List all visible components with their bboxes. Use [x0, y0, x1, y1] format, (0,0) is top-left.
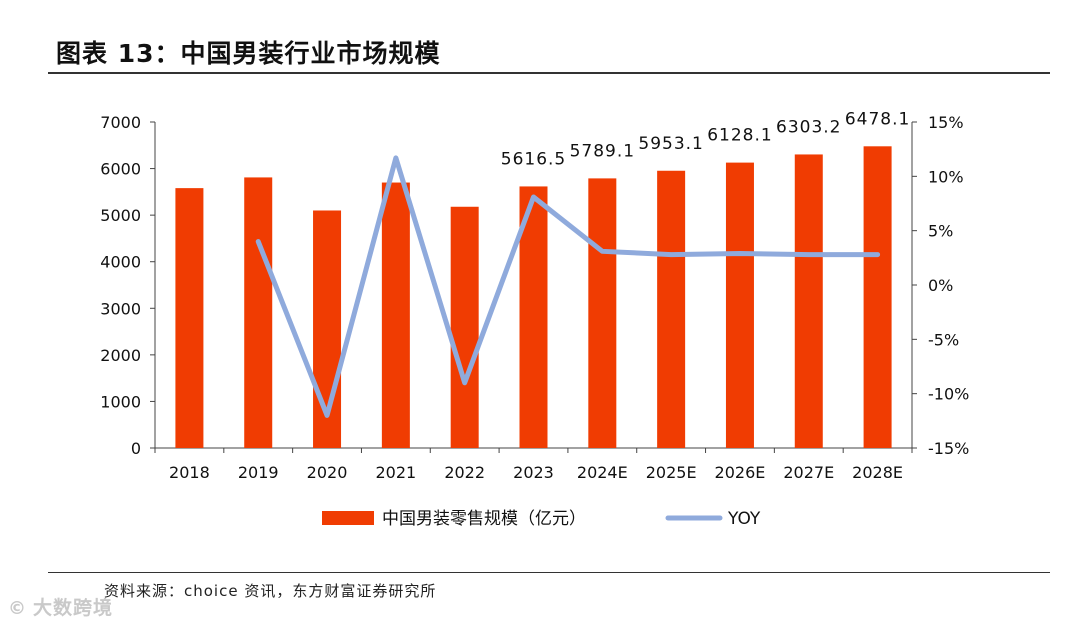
- x-tick-label: 2027E: [783, 463, 834, 482]
- bar-data-label: 5616.5: [501, 149, 566, 169]
- y-right-tick-label: -15%: [928, 439, 969, 458]
- bar-data-label: 5789.1: [570, 141, 635, 161]
- y-left-tick-label: 0: [131, 439, 141, 458]
- legend-label-line: YOY: [727, 509, 761, 529]
- bar-data-label: 6478.1: [845, 109, 910, 129]
- x-tick-label: 2026E: [715, 463, 766, 482]
- chart-title: 图表 13：中国男装行业市场规模: [56, 39, 441, 68]
- bar: [244, 177, 273, 449]
- bar: [863, 146, 892, 448]
- bar-data-label: 5953.1: [638, 134, 703, 154]
- y-left-tick-label: 5000: [100, 206, 141, 225]
- y-left-tick-label: 7000: [100, 113, 141, 132]
- x-tick-label: 2021: [376, 463, 417, 482]
- y-left-tick-label: 2000: [100, 346, 141, 365]
- x-tick-label: 2020: [307, 463, 348, 482]
- bar: [519, 186, 548, 448]
- y-left-tick-label: 4000: [100, 253, 141, 272]
- bar-data-label: 6303.2: [776, 117, 841, 137]
- copyright-circle-icon: ©: [8, 598, 27, 619]
- y-right-tick-label: 0%: [928, 276, 953, 295]
- y-left-tick-label: 1000: [100, 392, 141, 411]
- bar: [725, 162, 754, 448]
- y-right-tick-label: 15%: [928, 113, 964, 132]
- y-right-tick-label: -5%: [928, 330, 959, 349]
- x-tick-label: 2024E: [577, 463, 628, 482]
- x-tick-label: 2018: [169, 463, 210, 482]
- yoy-line: [255, 155, 881, 418]
- bar: [381, 182, 410, 449]
- x-tick-label: 2023: [513, 463, 554, 482]
- y-right-tick-label: 5%: [928, 222, 953, 241]
- bar: [450, 206, 479, 448]
- source-divider: [48, 572, 1050, 574]
- source-note: 资料来源：choice 资讯，东方财富证券研究所: [104, 582, 437, 600]
- x-tick-label: 2022: [444, 463, 485, 482]
- legend-label-bar: 中国男装零售规模（亿元）: [382, 509, 586, 529]
- bar: [588, 178, 617, 448]
- bar: [794, 154, 823, 448]
- x-tick-label: 2028E: [852, 463, 903, 482]
- legend-swatch-bar: [322, 511, 374, 525]
- x-tick-label: 2019: [238, 463, 279, 482]
- bar-data-label: 6128.1: [707, 126, 772, 146]
- bar: [175, 188, 204, 449]
- y-left-tick-label: 6000: [100, 160, 141, 179]
- x-tick-label: 2025E: [646, 463, 697, 482]
- chart-canvas: 0 1000 2000 3000 4000 5000 6000 7000 -15% -10% -5%…: [100, 109, 969, 529]
- y-right-tick-label: -10%: [928, 385, 969, 404]
- title-divider: [48, 72, 1050, 74]
- y-left-tick-label: 3000: [100, 299, 141, 318]
- bar: [657, 170, 686, 449]
- watermark: © 大数跨境: [8, 593, 113, 620]
- watermark-text: 大数跨境: [33, 597, 114, 619]
- y-right-tick-label: 10%: [928, 167, 964, 186]
